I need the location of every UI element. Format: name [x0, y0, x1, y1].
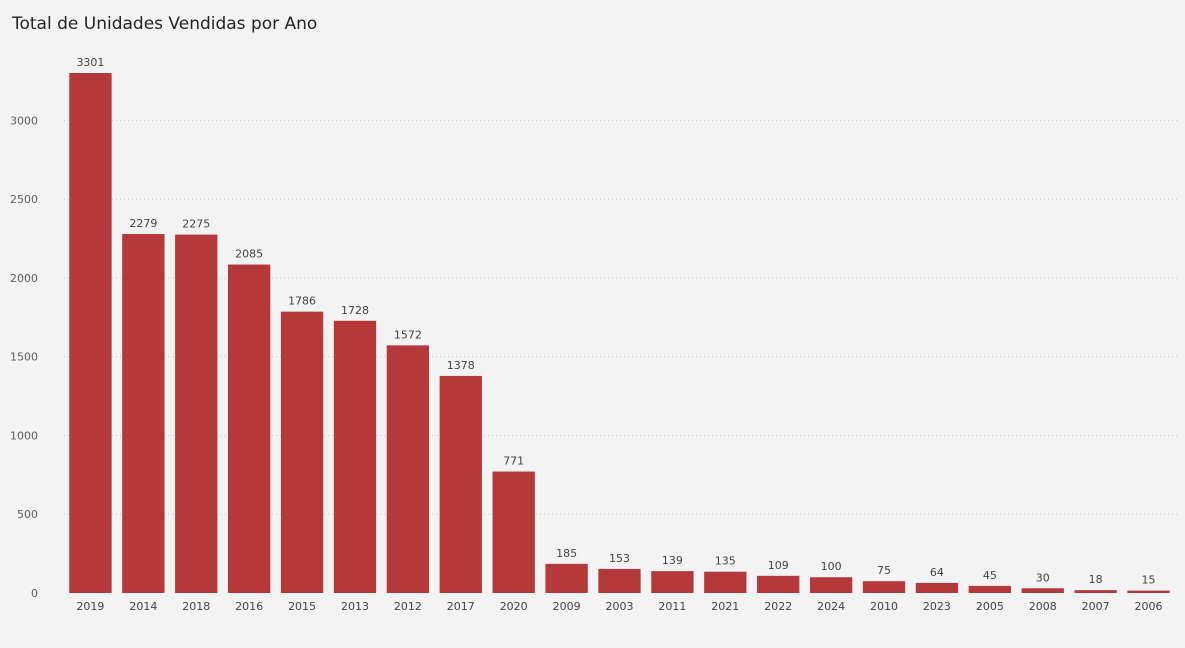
data-label: 1786: [288, 295, 316, 308]
bar[interactable]: [1074, 590, 1117, 593]
y-tick-label: 1000: [10, 429, 38, 442]
data-label: 75: [877, 564, 891, 577]
x-tick-label: 2021: [711, 600, 739, 613]
data-label: 153: [609, 552, 630, 565]
data-label: 18: [1089, 573, 1103, 586]
x-tick-label: 2009: [553, 600, 581, 613]
bar[interactable]: [862, 581, 906, 593]
x-tick-label: 2005: [976, 600, 1004, 613]
bar[interactable]: [757, 575, 800, 593]
bar[interactable]: [228, 264, 271, 593]
x-tick-label: 2006: [1135, 600, 1163, 613]
y-tick-label: 2500: [10, 193, 38, 206]
bar[interactable]: [809, 577, 853, 593]
data-label: 1572: [394, 328, 422, 341]
x-tick-label: 2018: [182, 600, 210, 613]
bars: 3301 2279 2275 2085 1786 1728 1572 1378 771 185 15…: [69, 56, 1170, 593]
data-label: 100: [821, 560, 842, 573]
x-tick-label: 2017: [447, 600, 475, 613]
bar[interactable]: [704, 571, 747, 593]
x-tick-label: 2010: [870, 600, 898, 613]
x-tick-label: 2020: [500, 600, 528, 613]
y-tick-label: 2000: [10, 272, 38, 285]
x-tick-label: 2007: [1082, 600, 1110, 613]
bar[interactable]: [333, 320, 377, 593]
x-tick-label: 2023: [923, 600, 951, 613]
data-label: 1378: [447, 359, 475, 372]
x-tick-label: 2024: [817, 600, 845, 613]
x-tick-label: 2003: [606, 600, 634, 613]
data-label: 135: [715, 555, 736, 568]
x-tick-label: 2022: [764, 600, 792, 613]
bar[interactable]: [1127, 590, 1170, 593]
x-tick-label: 2011: [658, 600, 686, 613]
data-label: 2279: [129, 217, 157, 230]
data-label: 3301: [76, 56, 104, 69]
bar[interactable]: [439, 375, 482, 593]
bar[interactable]: [280, 311, 324, 593]
x-tick-label: 2014: [129, 600, 157, 613]
bar[interactable]: [175, 234, 218, 593]
y-axis: 0 500 1000 1500 2000 2500 3000: [10, 114, 38, 600]
data-label: 2085: [235, 248, 263, 261]
bar[interactable]: [386, 345, 430, 593]
bar[interactable]: [122, 233, 165, 593]
data-label: 771: [503, 455, 524, 468]
y-tick-label: 3000: [10, 114, 38, 127]
data-label: 1728: [341, 304, 369, 317]
x-tick-label: 2019: [76, 600, 104, 613]
x-tick-label: 2012: [394, 600, 422, 613]
bar[interactable]: [651, 571, 694, 593]
bar[interactable]: [915, 582, 959, 593]
bar[interactable]: [1021, 588, 1064, 593]
y-tick-label: 500: [17, 508, 38, 521]
y-tick-label: 1500: [10, 351, 38, 364]
x-tick-label: 2016: [235, 600, 263, 613]
data-label: 45: [983, 569, 997, 582]
bar[interactable]: [545, 563, 588, 593]
x-tick-label: 2015: [288, 600, 316, 613]
bar[interactable]: [492, 471, 535, 593]
chart-title: Total de Unidades Vendidas por Ano: [12, 14, 318, 34]
data-label: 185: [556, 547, 577, 560]
y-tick-label: 0: [31, 587, 38, 600]
data-label: 64: [930, 566, 944, 579]
data-label: 2275: [182, 218, 210, 231]
x-tick-label: 2008: [1029, 600, 1057, 613]
data-label: 139: [662, 554, 683, 567]
x-tick-label: 2013: [341, 600, 369, 613]
data-label: 109: [768, 559, 789, 572]
bar[interactable]: [69, 73, 112, 593]
data-label: 15: [1142, 574, 1156, 587]
bar[interactable]: [968, 585, 1011, 593]
data-label: 30: [1036, 571, 1050, 584]
x-axis: 2019 2014 2018 2016 2015 2013 2012 2017 2020 2009…: [76, 600, 1162, 613]
bar[interactable]: [598, 568, 641, 593]
